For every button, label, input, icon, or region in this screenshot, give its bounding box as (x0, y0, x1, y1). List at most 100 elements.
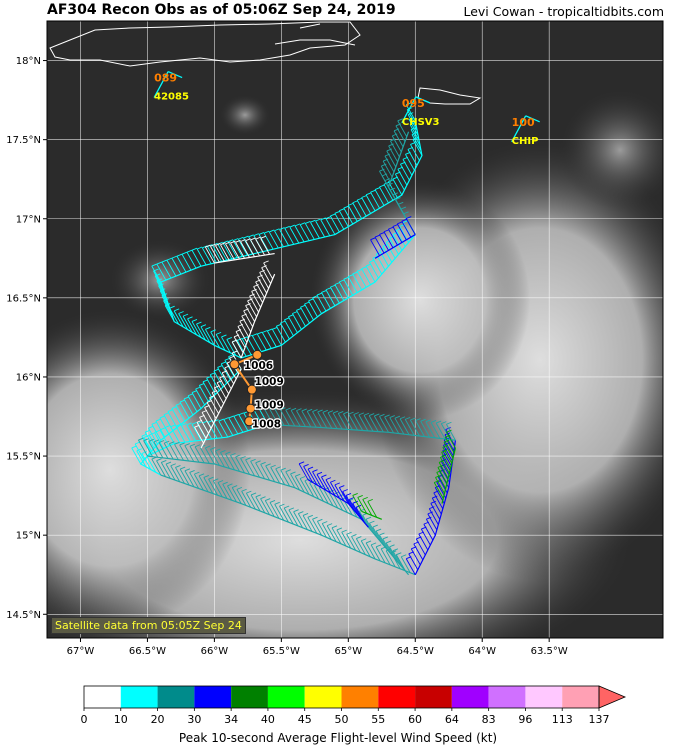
wind-barb (237, 239, 248, 256)
track-leg (263, 406, 456, 441)
wind-barb-flag (372, 524, 378, 528)
wind-barb (251, 335, 262, 352)
wind-barb (352, 202, 363, 219)
wind-barb-flag (370, 237, 376, 241)
wind-barb-flag (176, 253, 183, 257)
wind-barb (225, 243, 235, 261)
wind-barb (304, 223, 315, 240)
wind-barb (363, 415, 374, 432)
wind-barb-flag (332, 410, 339, 414)
wind-barb-flag (175, 402, 182, 406)
wind-barb-flag (339, 208, 345, 212)
wind-barb (399, 418, 410, 435)
wind-barb (306, 411, 317, 428)
wind-barb-flag (173, 308, 180, 312)
wind-barb (425, 421, 436, 439)
wind-barb (263, 408, 274, 425)
wind-barb-flag (315, 218, 321, 222)
wind-barb-flag (223, 417, 229, 420)
wind-barb (299, 478, 310, 495)
wind-barb (270, 467, 281, 484)
wind-barb-flag (290, 407, 297, 411)
wind-barb (326, 525, 337, 542)
flight-track-wind-barbs (131, 102, 457, 576)
wind-barb-flag (217, 480, 224, 483)
wind-barb-flag (229, 355, 235, 359)
wind-barb-flag (289, 224, 296, 228)
wind-barb-flag (225, 451, 231, 455)
wind-barb-flag (252, 333, 258, 337)
wind-barb (241, 491, 252, 508)
wind-barb-flag (369, 520, 375, 524)
wind-barb-flag (343, 411, 349, 415)
wind-barb-flag (312, 516, 318, 520)
wind-barb-flag (320, 217, 326, 221)
wind-barb-flag (276, 323, 282, 327)
wind-barb-flag (351, 534, 357, 537)
wind-barb-flag (384, 414, 390, 418)
wind-barb (441, 452, 451, 469)
center-fixes (229, 349, 263, 427)
wind-barb-flag (390, 187, 396, 191)
wind-barb (224, 360, 235, 377)
wind-barb (395, 554, 406, 571)
wind-barb (175, 405, 186, 422)
wind-barb (158, 442, 169, 459)
axis-tick-labels: 18°N 17.5°N 17°N 16.5°N 16°N 15.5°N 15°N 14.5°N… (6, 56, 568, 657)
wind-barb-flag (158, 283, 164, 287)
wind-barb-flag (443, 439, 450, 443)
wind-barb (393, 130, 404, 148)
wind-barb (201, 412, 212, 429)
wind-barb (179, 401, 190, 419)
wind-barb (389, 417, 400, 434)
wind-barb (357, 497, 368, 514)
lat-tick-label: 18°N (16, 56, 41, 67)
wind-barb-flag (165, 461, 172, 465)
wind-barb-flag (405, 151, 411, 155)
wind-barb-flag (179, 399, 186, 403)
wind-barb (191, 424, 202, 441)
wind-barb (189, 472, 200, 489)
wind-barb-flag (420, 418, 426, 422)
wind-barb-flag (191, 421, 198, 425)
wind-barb (210, 331, 221, 349)
colorbar-tick-label: 10 (114, 713, 128, 726)
wind-barb-flag (345, 493, 352, 496)
wind-barb (375, 530, 386, 548)
wind-barb (143, 440, 153, 457)
wind-barb (233, 336, 244, 353)
wind-barb (341, 531, 352, 549)
wind-barb (148, 441, 159, 458)
wind-barb (412, 139, 423, 156)
wind-barb-flag (310, 219, 316, 223)
wind-barb (322, 412, 333, 429)
wind-barb (274, 230, 284, 247)
wind-barb (342, 491, 353, 508)
pressure-labels: 1006 1009 1009 1008 (243, 359, 285, 432)
wind-barb (443, 445, 453, 462)
wind-barb (269, 502, 280, 519)
wind-barb (284, 319, 294, 337)
wind-barb (231, 341, 242, 359)
wind-barb-flag (240, 239, 246, 242)
wind-barb-flag (221, 334, 227, 338)
wind-barb (255, 238, 266, 256)
wind-barb (293, 511, 304, 528)
wind-barb (210, 449, 220, 466)
wind-barb (203, 477, 214, 494)
wind-barb (153, 270, 163, 288)
wind-barb (348, 413, 358, 431)
wind-barb-flag (174, 441, 180, 445)
wind-barb-flag (402, 156, 409, 160)
wind-barb-flag (166, 257, 173, 261)
wind-barb-flag (248, 234, 254, 238)
lon-tick-label: 65°W (334, 646, 362, 657)
wind-barb (253, 286, 263, 303)
buoy-wind-barb-flag (167, 70, 183, 79)
wind-barb-flag (201, 409, 208, 413)
wind-barb (304, 303, 314, 321)
wind-barb (316, 474, 327, 491)
wind-barb-flag (182, 313, 189, 317)
wind-barb (204, 447, 215, 465)
wind-barb-flag (205, 326, 211, 330)
